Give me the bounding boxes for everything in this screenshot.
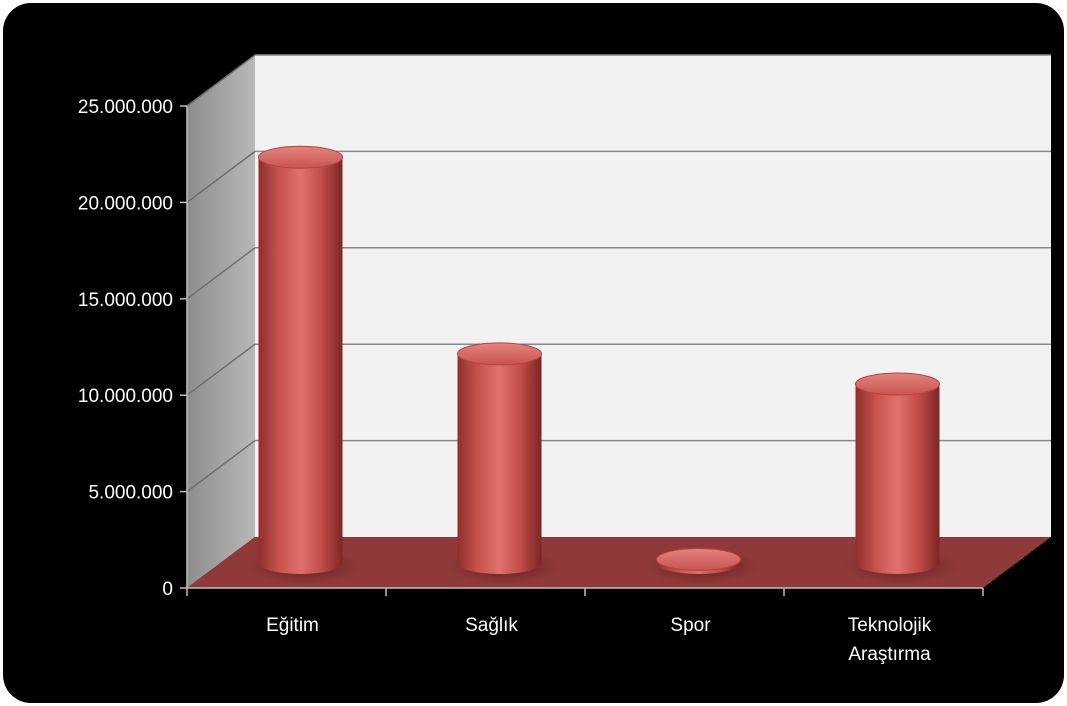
bar-top <box>258 145 343 169</box>
bars <box>246 145 960 584</box>
bar-top <box>855 372 940 396</box>
y-tick-label: 5.000.000 <box>88 483 173 504</box>
gridline-side <box>186 54 256 107</box>
bar-3 <box>843 372 960 584</box>
y-tick-label: 20.000.000 <box>78 193 173 214</box>
bar-2 <box>644 547 761 584</box>
floor <box>187 537 1051 588</box>
gridline-side <box>186 343 256 396</box>
x-category-label: Sağlık <box>465 615 518 636</box>
x-category-label: Teknolojik Araştırma <box>848 615 932 665</box>
x-category-label: Spor <box>670 615 711 636</box>
gridline-side <box>186 247 256 300</box>
bar-top <box>656 547 741 571</box>
y-axis-tick-labels: 0 5.000.000 10.000.000 15.000.000 20.000.000… <box>78 97 173 600</box>
side-wall <box>187 55 255 588</box>
gridline-side <box>186 150 256 203</box>
y-tick-label: 25.000.000 <box>78 97 173 118</box>
gridline-side <box>186 440 256 493</box>
bar-1 <box>445 342 562 584</box>
y-tick-label: 15.000.000 <box>78 290 173 311</box>
bar-top <box>457 342 542 366</box>
x-category-label: Eğitim <box>266 615 319 636</box>
bar-body <box>457 353 542 574</box>
bar-0 <box>246 145 363 584</box>
axes <box>180 105 984 596</box>
y-tick-label: 10.000.000 <box>78 386 173 407</box>
x-axis-category-labels: Eğitim Sağlık Spor Teknolojik Araştırma <box>266 615 932 665</box>
bar-body <box>855 384 940 574</box>
bar-body <box>258 157 343 574</box>
y-tick-label: 0 <box>162 579 173 600</box>
gridlines <box>186 54 1051 493</box>
